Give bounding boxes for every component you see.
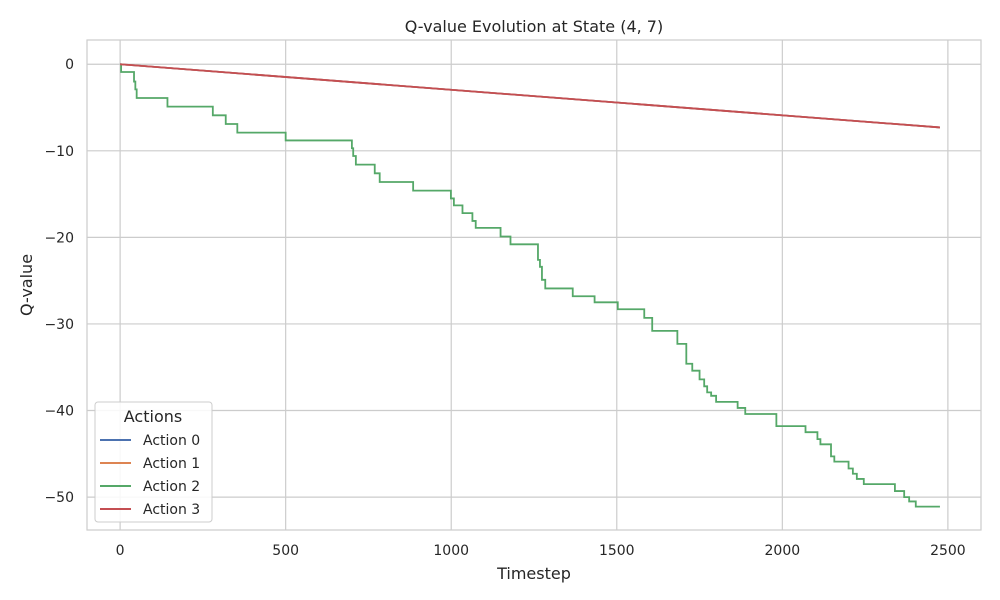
y-tick-label: −40 — [44, 404, 74, 420]
series-lines — [120, 63, 941, 508]
x-tick-label: 1000 — [433, 543, 469, 559]
series-line-action-3 — [120, 63, 941, 129]
x-tick-label: 1500 — [599, 543, 635, 559]
y-tick-labels: 0 −10 −20 −30 −40 −50 — [44, 57, 74, 506]
legend-box — [94, 401, 213, 523]
legend-title: Actions — [124, 407, 182, 426]
x-tick-label: 500 — [272, 543, 299, 559]
y-tick-label: −50 — [44, 490, 74, 506]
y-tick-label: −10 — [44, 144, 74, 160]
x-tick-label: 2000 — [765, 543, 801, 559]
chart-title: Q-value Evolution at State (4, 7) — [405, 17, 663, 36]
y-tick-label: 0 — [65, 57, 74, 73]
legend-label: Action 0 — [143, 433, 200, 449]
x-tick-labels: 0 500 1000 1500 2000 2500 — [116, 543, 966, 559]
x-tick-label: 0 — [116, 543, 125, 559]
legend: Actions Action 0 Action 1 Action 2 Action 3 — [94, 401, 213, 523]
plot-frame — [86, 39, 982, 531]
y-tick-label: −20 — [44, 230, 74, 246]
legend-label: Action 3 — [143, 502, 200, 518]
y-tick-label: −30 — [44, 317, 74, 333]
y-axis-title: Q-value — [17, 254, 36, 316]
legend-label: Action 2 — [143, 479, 200, 495]
legend-label: Action 1 — [143, 456, 200, 472]
x-tick-label: 2500 — [930, 543, 966, 559]
series-line-action-2 — [120, 63, 940, 508]
grid-lines — [87, 40, 981, 530]
x-axis-title: Timestep — [496, 564, 571, 583]
